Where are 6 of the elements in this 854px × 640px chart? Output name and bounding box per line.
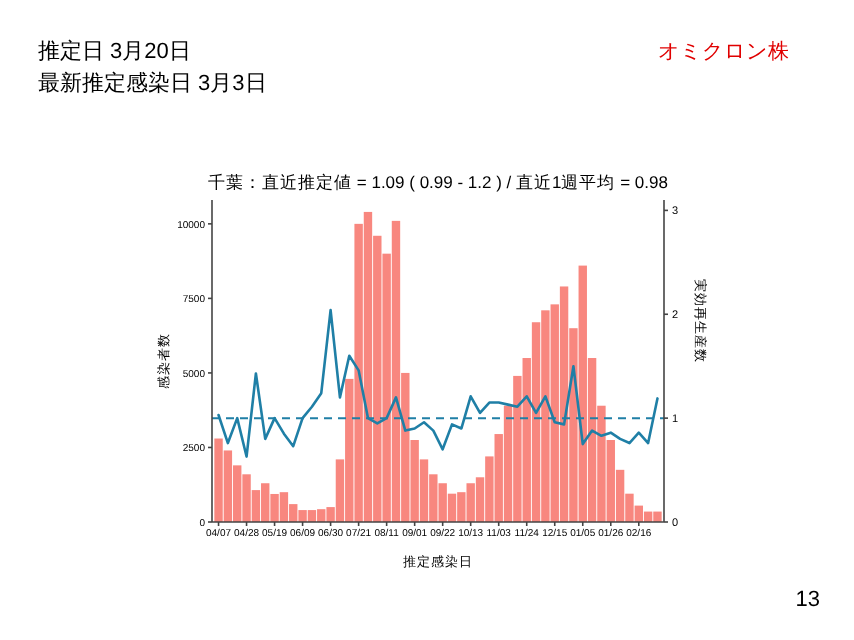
text: 推定日 3月20日	[38, 38, 191, 64]
text: 最新推定感染日 3月3日	[38, 70, 267, 96]
text: オミクロン株	[658, 38, 790, 64]
line-series	[217, 308, 659, 458]
text: 13	[795, 588, 820, 612]
chart-title: 千葉：直近推定値 = 1.09 ( 0.99 - 1.2 ) / 直近1週平均 = 0.98	[208, 172, 669, 192]
